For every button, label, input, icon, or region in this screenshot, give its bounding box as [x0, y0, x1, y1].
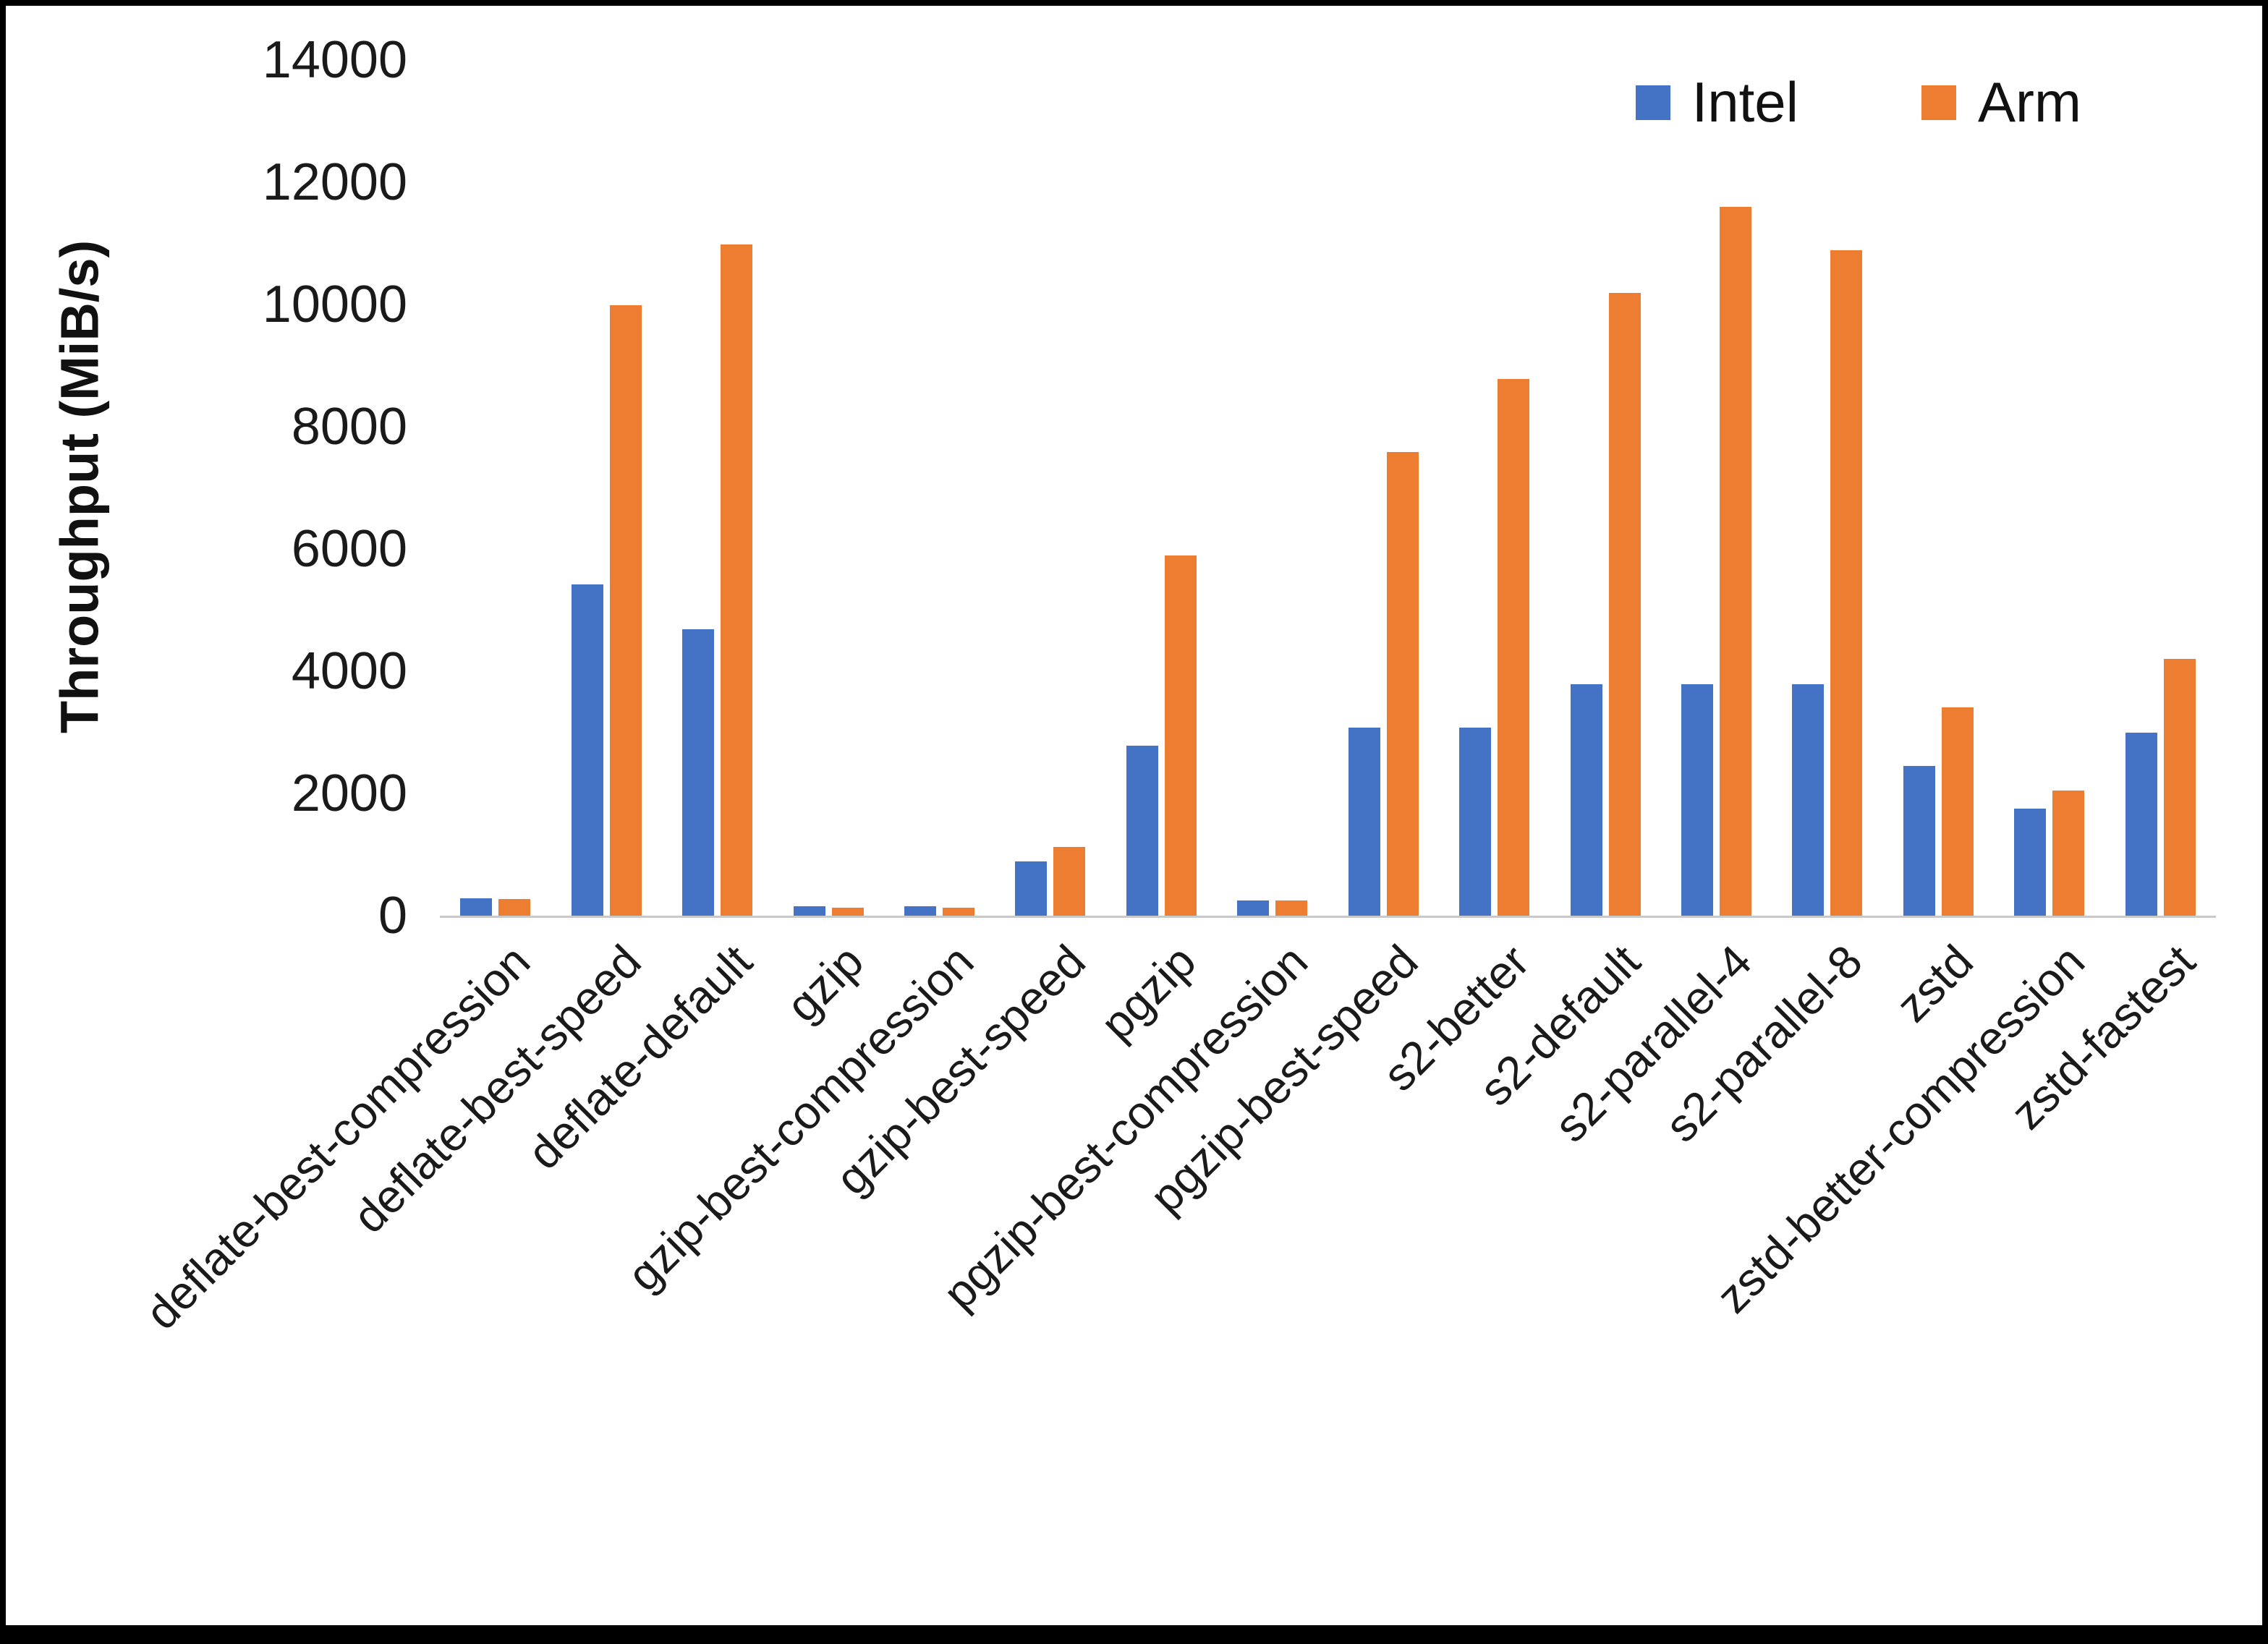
bar-arm-pgzip-best-compression [1275, 900, 1307, 916]
bar-intel-gzip-best-compression [904, 906, 936, 916]
x-tick-label-gzip: gzip [776, 934, 873, 1032]
bar-intel-zstd-better-compression [2014, 809, 2046, 916]
bar-arm-deflate-best-compression [498, 899, 530, 916]
bar-intel-deflate-best-compression [460, 898, 492, 916]
y-tick-label-6000: 6000 [291, 520, 407, 578]
bar-intel-s2-default [1571, 684, 1602, 916]
x-axis-line [440, 916, 2216, 918]
y-axis-title: Throughput (MiB/s) [49, 239, 110, 734]
y-tick-label-2000: 2000 [291, 764, 407, 822]
y-tick-label-4000: 4000 [291, 642, 407, 700]
bar-intel-zstd-fastest [2125, 733, 2157, 916]
bar-intel-zstd [1903, 766, 1935, 916]
y-tick-label-0: 0 [378, 887, 407, 945]
bar-arm-s2-parallel-4 [1720, 207, 1751, 916]
x-tick-label-zstd: zstd [1885, 934, 1983, 1032]
legend-item-intel: Intel [1635, 69, 1799, 135]
y-tick-label-8000: 8000 [291, 398, 407, 456]
bar-arm-s2-default [1609, 293, 1641, 916]
bar-arm-zstd [1942, 707, 1974, 916]
bar-arm-gzip [832, 908, 864, 916]
legend-label-intel: Intel [1691, 70, 1799, 134]
bar-intel-gzip-best-speed [1015, 861, 1047, 916]
bar-intel-pgzip [1126, 746, 1158, 916]
bar-arm-zstd-better-compression [2052, 791, 2084, 916]
x-axis: deflate-best-compression deflate-best-spe… [136, 934, 2216, 1625]
y-tick-label-10000: 10000 [262, 276, 407, 333]
bar-arm-pgzip [1165, 555, 1197, 916]
bar-arm-s2-parallel-8 [1830, 250, 1862, 916]
legend: Intel Arm [1635, 69, 2081, 135]
bar-arm-pgzip-best-speed [1387, 452, 1419, 916]
bar-intel-s2-better [1459, 728, 1491, 916]
bar-intel-deflate-default [682, 629, 714, 916]
y-tick-label-12000: 12000 [262, 153, 407, 211]
bar-arm-gzip-best-speed [1053, 847, 1085, 916]
bar-arm-deflate-default [721, 244, 752, 916]
legend-item-arm: Arm [1921, 69, 2081, 135]
bar-intel-gzip [794, 906, 825, 916]
bar-intel-deflate-best-speed [572, 584, 603, 916]
bar-arm-gzip-best-compression [943, 908, 974, 916]
legend-swatch-intel [1635, 85, 1670, 120]
bar-intel-pgzip-best-compression [1237, 900, 1269, 916]
bar-arm-s2-better [1498, 379, 1529, 916]
legend-label-arm: Arm [1978, 70, 2081, 134]
bar-arm-zstd-fastest [2164, 659, 2196, 916]
bar-arm-deflate-best-speed [610, 305, 642, 916]
plot-area [440, 60, 2216, 916]
bar-intel-pgzip-best-speed [1349, 728, 1380, 916]
y-axis: 0 2000 4000 6000 8000 10000 12000 14000 [183, 31, 407, 945]
legend-swatch-arm [1921, 85, 1957, 120]
y-tick-label-14000: 14000 [262, 31, 407, 89]
bar-intel-s2-parallel-8 [1792, 684, 1824, 916]
bar-intel-s2-parallel-4 [1681, 684, 1713, 916]
